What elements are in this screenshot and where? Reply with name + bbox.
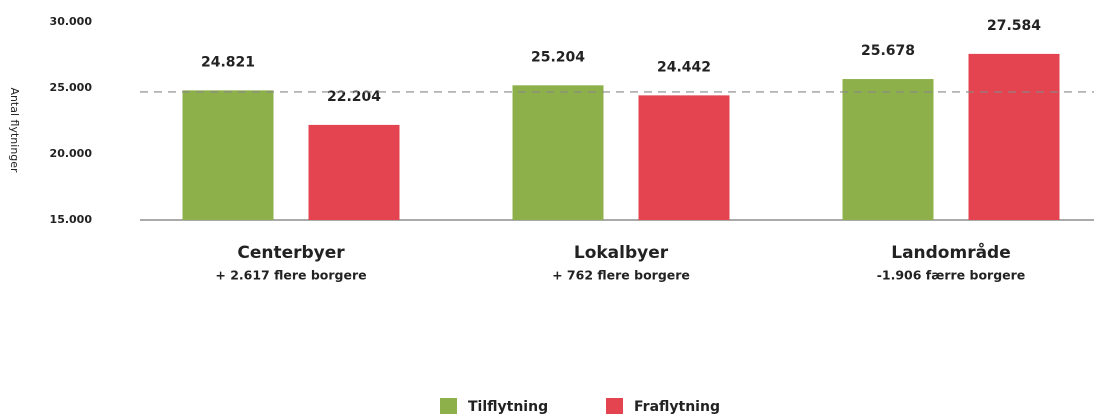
bar	[842, 79, 934, 220]
value-label: 24.442	[657, 59, 711, 75]
bar	[182, 90, 274, 221]
bar	[308, 124, 400, 220]
value-label: 24.821	[201, 54, 255, 70]
bar	[512, 85, 604, 221]
category-label: Landområde	[891, 241, 1011, 263]
legend-swatch	[606, 398, 623, 414]
value-label: 27.584	[987, 18, 1041, 34]
legend-swatch	[440, 398, 457, 414]
y-tick-label: 25.000	[50, 81, 93, 94]
y-tick-label: 30.000	[50, 15, 93, 28]
category-note: + 2.617 flere borgere	[215, 268, 366, 283]
category-note: + 762 flere borgere	[552, 268, 690, 283]
value-label: 25.678	[861, 43, 915, 59]
y-tick-label: 20.000	[50, 147, 93, 160]
value-label: 25.204	[531, 49, 585, 65]
bar	[638, 95, 730, 220]
category-label: Lokalbyer	[574, 243, 669, 263]
value-label: 22.204	[327, 89, 381, 105]
legend-label: Tilflytning	[468, 399, 548, 415]
y-axis-label: Antal flytninger	[8, 87, 21, 173]
category-label: Centerbyer	[237, 243, 345, 263]
bar	[968, 53, 1060, 220]
legend-label: Fraflytning	[634, 399, 720, 415]
category-note: -1.906 færre borgere	[877, 268, 1026, 283]
y-tick-label: 15.000	[50, 213, 93, 226]
